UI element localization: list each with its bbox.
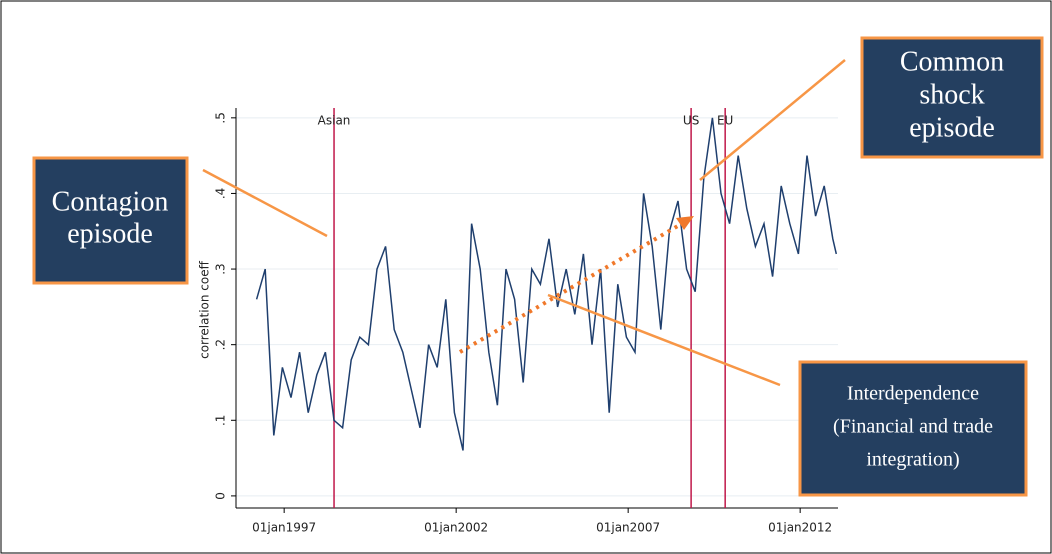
annotation-text: integration) [866,449,959,471]
annotation-text: episode [67,218,153,249]
event-label: EU [717,114,733,128]
annotation-text: Common [900,46,1004,77]
arrow-head [676,216,694,230]
x-tick-label: 01jan2007 [596,521,660,535]
y-tick-label: .1 [214,415,228,426]
y-tick-label: .2 [214,339,228,350]
trend-arrow [458,221,685,354]
y-tick-label: 0 [214,492,228,500]
event-label: US [683,114,699,128]
connector [547,293,781,387]
x-tick-label: 01jan2012 [768,521,832,535]
event-label: Asian [318,114,351,128]
annotation-text: (Financial and trade [833,416,993,438]
plot: 0 .1 .2 .3 .4 .5 01jan1997 01jan2002 01jan2007 01… [214,108,838,535]
x-tick-label: 01jan1997 [252,521,316,535]
annotation-text: Contagion [52,186,169,217]
connector [699,59,846,181]
data-line [255,117,838,451]
y-axis-label: correlation coeff [198,260,212,359]
annotation-box [860,36,1044,159]
connector [202,168,328,238]
y-tick-label: .4 [214,188,228,199]
annotation-text: episode [909,112,995,143]
x-tick-label: 01jan2002 [424,521,488,535]
annotation-text: Interdependence [847,383,979,405]
annotation-text: shock [919,79,984,110]
y-tick-label: .5 [214,112,228,123]
annotation-box [32,156,189,285]
y-tick-label: .3 [214,263,228,274]
annotation-box [798,360,1028,497]
